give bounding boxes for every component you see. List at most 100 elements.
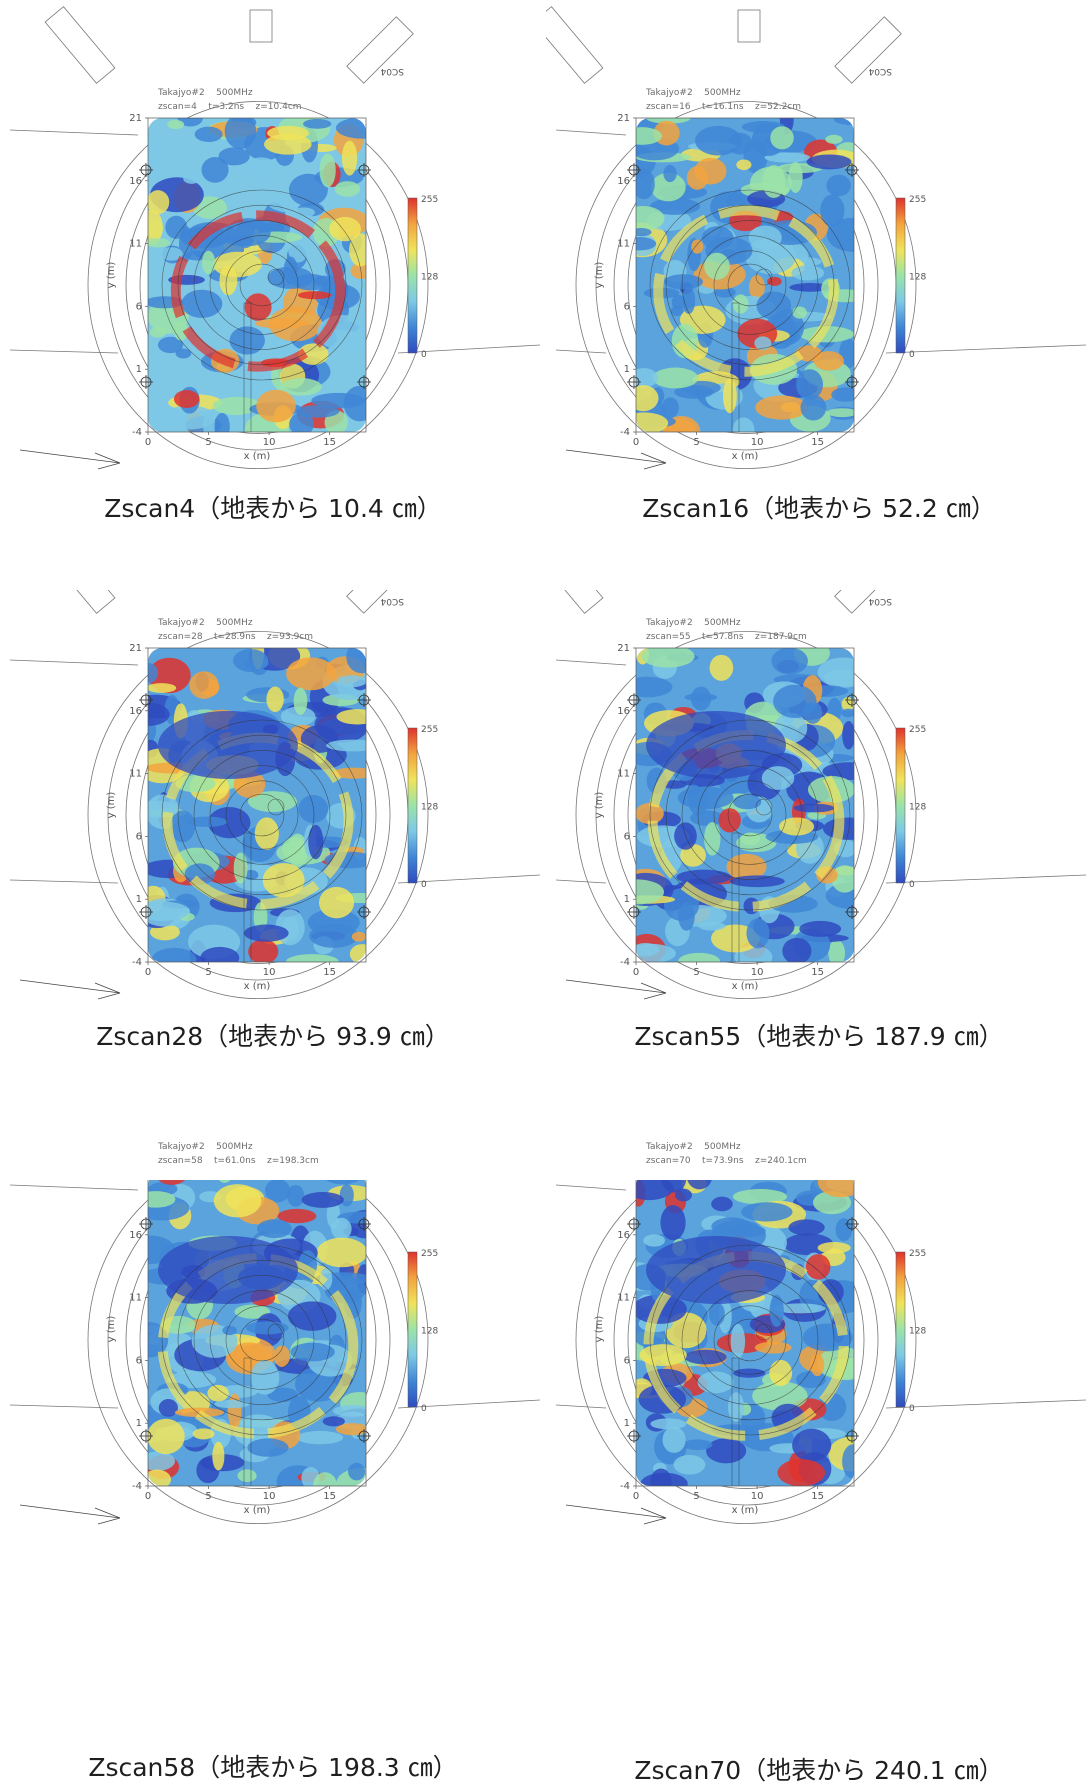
x-axis-label: x (m) xyxy=(244,981,271,992)
y-tick-label: 1 xyxy=(624,364,630,375)
survey-marker xyxy=(627,1217,859,1443)
frequency-label: 500MHz xyxy=(216,1142,253,1152)
plot-frame xyxy=(633,117,855,435)
feature-code-label: SC04 xyxy=(380,66,404,76)
x-tick-label: 5 xyxy=(693,1491,699,1502)
colorbar-tick-label: 255 xyxy=(909,1249,926,1259)
x-tick-label: 0 xyxy=(633,967,639,978)
depth-label: z=52.2cm xyxy=(755,102,802,112)
colorbar-tick-label: 128 xyxy=(421,273,438,283)
x-tick-label: 15 xyxy=(323,437,336,448)
y-tick-label: -4 xyxy=(132,1481,142,1492)
zscan-label: zscan=16 xyxy=(646,102,691,112)
x-tick-label: 15 xyxy=(811,967,824,978)
colorbar-tick-label: 255 xyxy=(909,725,926,735)
x-axis-label: x (m) xyxy=(244,451,271,462)
panel-caption: Zscan70（地表から 240.1 ㎝） xyxy=(634,1756,1004,1785)
colorbar-tick-label: 128 xyxy=(909,803,926,813)
y-tick-label: 16 xyxy=(129,706,142,717)
y-axis-label: y (m) xyxy=(594,792,605,819)
colorbar xyxy=(407,197,418,354)
depth-label: z=93.9cm xyxy=(267,632,314,642)
y-tick-label: 11 xyxy=(129,239,142,250)
zscan-label: zscan=4 xyxy=(158,102,197,112)
x-tick-label: 5 xyxy=(693,967,699,978)
x-tick-label: 5 xyxy=(205,437,211,448)
colorbar xyxy=(895,727,906,884)
y-tick-label: 16 xyxy=(617,1230,630,1241)
colorbar-tick-label: 255 xyxy=(421,1249,438,1259)
y-tick-label: 21 xyxy=(129,113,142,124)
colorbar-tick-label: 128 xyxy=(421,803,438,813)
survey-marker xyxy=(627,693,859,919)
north-arrow xyxy=(565,1504,667,1525)
x-tick-label: 15 xyxy=(811,1491,824,1502)
contour-lines xyxy=(649,1244,851,1486)
y-tick-label: 16 xyxy=(617,706,630,717)
feature-code-label: SC04 xyxy=(868,66,892,76)
scan-header: zscan=4 t=3.2ns z=10.4cm xyxy=(158,102,302,112)
scan-header: zscan=58 t=61.0ns z=198.3cm xyxy=(158,1156,319,1166)
survey-header: Takajyo#2 500MHz xyxy=(646,88,741,98)
panel-caption: Zscan16（地表から 52.2 ㎝） xyxy=(642,494,996,523)
survey-marker xyxy=(139,693,371,919)
y-tick-label: -4 xyxy=(620,1481,630,1492)
north-arrow xyxy=(19,449,121,470)
panel-caption: Zscan55（地表から 187.9 ㎝） xyxy=(634,1022,1004,1051)
x-axis-label: x (m) xyxy=(732,981,759,992)
survey-header: Takajyo#2 500MHz xyxy=(158,1142,253,1152)
gpr-heatmap xyxy=(636,1180,854,1486)
colorbar-tick-label: 0 xyxy=(909,880,915,890)
x-axis-label: x (m) xyxy=(244,1505,271,1516)
x-tick-label: 15 xyxy=(811,437,824,448)
colorbar-tick-label: 0 xyxy=(909,1404,915,1414)
x-axis-label: x (m) xyxy=(732,1505,759,1516)
contour-lines xyxy=(161,189,363,432)
contour-lines xyxy=(649,719,851,962)
y-tick-label: 1 xyxy=(624,1418,630,1429)
y-tick-label: -4 xyxy=(620,957,630,968)
depth-label: z=187.9cm xyxy=(755,632,807,642)
x-tick-label: 10 xyxy=(263,967,276,978)
plot-frame xyxy=(633,647,855,965)
y-tick-label: 1 xyxy=(624,894,630,905)
survey-label: Takajyo#2 xyxy=(158,1142,205,1152)
x-tick-label: 10 xyxy=(751,1491,764,1502)
scan-header: zscan=70 t=73.9ns z=240.1cm xyxy=(646,1156,807,1166)
contour-lines xyxy=(161,719,363,962)
time-label: t=61.0ns xyxy=(214,1156,256,1166)
north-arrow xyxy=(565,979,667,1000)
x-tick-label: 10 xyxy=(263,1491,276,1502)
y-axis-label: y (m) xyxy=(106,262,117,289)
colorbar-tick-label: 255 xyxy=(421,725,438,735)
gpr-heatmap xyxy=(148,118,366,432)
y-tick-label: 16 xyxy=(617,176,630,187)
survey-label: Takajyo#2 xyxy=(646,1142,693,1152)
x-tick-label: 0 xyxy=(633,1491,639,1502)
y-tick-label: 11 xyxy=(129,769,142,780)
survey-header: Takajyo#2 500MHz xyxy=(646,1142,741,1152)
y-tick-label: 6 xyxy=(136,301,142,312)
time-label: t=57.8ns xyxy=(702,632,744,642)
y-tick-label: 1 xyxy=(136,894,142,905)
gpr-heatmap xyxy=(636,118,854,432)
colorbar-tick-label: 0 xyxy=(909,350,915,360)
y-axis-label: y (m) xyxy=(594,262,605,289)
depth-label: z=198.3cm xyxy=(267,1156,319,1166)
scan-header: zscan=28 t=28.9ns z=93.9cm xyxy=(158,632,313,642)
plot-frame xyxy=(633,1180,855,1489)
survey-marker xyxy=(627,163,859,389)
colorbar xyxy=(407,1251,418,1408)
y-tick-label: 11 xyxy=(617,239,630,250)
x-tick-label: 10 xyxy=(263,437,276,448)
frequency-label: 500MHz xyxy=(704,1142,741,1152)
